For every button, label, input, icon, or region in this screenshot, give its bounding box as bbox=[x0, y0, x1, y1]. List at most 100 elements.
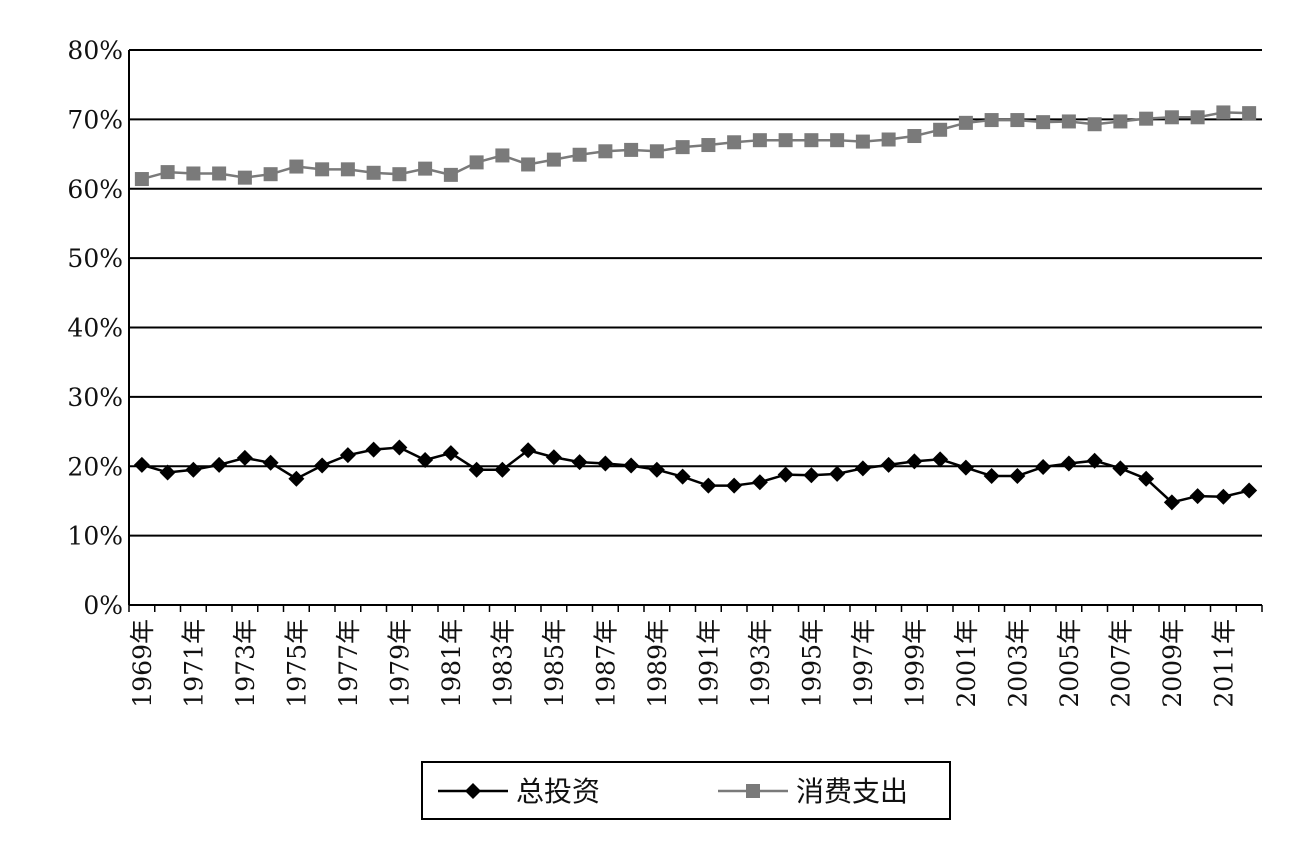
x-tick-label: 1983年 bbox=[488, 619, 517, 708]
x-tick-label: 2001年 bbox=[952, 619, 981, 708]
data-point bbox=[829, 465, 846, 482]
x-tick-label: 1969年 bbox=[128, 619, 157, 708]
data-point bbox=[1242, 106, 1257, 121]
data-point bbox=[494, 461, 511, 478]
data-point bbox=[777, 466, 794, 483]
x-tick-label: 1985年 bbox=[540, 619, 569, 708]
x-tick-label: 1981年 bbox=[437, 619, 466, 708]
data-point bbox=[804, 133, 819, 148]
data-point bbox=[186, 166, 201, 181]
data-point bbox=[727, 135, 742, 150]
x-tick-label: 2007年 bbox=[1106, 619, 1135, 708]
data-point bbox=[443, 167, 458, 182]
data-point bbox=[1061, 114, 1076, 129]
data-point bbox=[289, 159, 304, 174]
data-point bbox=[521, 157, 536, 172]
data-point bbox=[880, 456, 897, 473]
data-point bbox=[1087, 117, 1102, 132]
data-point bbox=[469, 155, 484, 170]
data-point bbox=[236, 449, 253, 466]
data-point bbox=[263, 167, 278, 182]
data-point bbox=[1190, 110, 1205, 125]
y-tick-label: 0% bbox=[83, 591, 123, 620]
data-point bbox=[1241, 482, 1258, 499]
data-point bbox=[598, 144, 613, 159]
data-point bbox=[1112, 460, 1129, 477]
x-axis-ticks: 1969年 1971年 1973年 1975年 1977年 1979年 1981年 1983年… bbox=[128, 619, 1239, 708]
x-tick-label: 2009年 bbox=[1158, 619, 1187, 708]
data-point bbox=[1139, 111, 1154, 126]
data-point bbox=[160, 165, 175, 180]
data-point bbox=[366, 165, 381, 180]
data-point bbox=[984, 113, 999, 128]
data-point bbox=[1113, 114, 1128, 129]
data-point bbox=[854, 460, 871, 477]
data-point bbox=[315, 162, 330, 177]
data-point bbox=[649, 144, 664, 159]
legend-label: 消费支出 bbox=[796, 775, 908, 808]
data-point bbox=[855, 134, 870, 149]
y-tick-label: 30% bbox=[67, 383, 123, 412]
legend-label: 总投资 bbox=[516, 775, 600, 808]
y-tick-label: 10% bbox=[67, 522, 123, 551]
legend: 总投资 消费支出 bbox=[421, 761, 951, 820]
data-point bbox=[1164, 110, 1179, 125]
data-point bbox=[1010, 113, 1025, 128]
data-point bbox=[597, 455, 614, 472]
x-tick-label: 1993年 bbox=[746, 619, 775, 708]
data-point bbox=[932, 451, 949, 468]
data-point bbox=[1215, 488, 1232, 505]
x-tick-label: 1995年 bbox=[797, 619, 826, 708]
x-tick-label: 1999年 bbox=[900, 619, 929, 708]
y-tick-label: 50% bbox=[67, 244, 123, 273]
x-tick-label: 1979年 bbox=[385, 619, 414, 708]
legend-entry: 消费支出 bbox=[718, 775, 908, 808]
data-point bbox=[675, 140, 690, 155]
y-axis-ticks: 0% 10% 20% 30% 40% 50% 60% 70% 80% bbox=[67, 36, 123, 620]
data-point bbox=[674, 468, 691, 485]
data-point bbox=[211, 456, 228, 473]
y-tick-label: 20% bbox=[67, 452, 123, 481]
y-tick-label: 60% bbox=[67, 175, 123, 204]
data-point bbox=[133, 456, 150, 473]
data-point bbox=[545, 449, 562, 466]
data-point bbox=[212, 166, 227, 181]
data-point bbox=[314, 457, 331, 474]
x-tick-label: 2003年 bbox=[1003, 619, 1032, 708]
data-point bbox=[1036, 115, 1051, 130]
data-point bbox=[906, 453, 923, 470]
data-point bbox=[751, 474, 768, 491]
data-point bbox=[571, 454, 588, 471]
data-point bbox=[417, 452, 434, 469]
data-point bbox=[1138, 470, 1155, 487]
data-point bbox=[418, 161, 433, 176]
data-point bbox=[1060, 455, 1077, 472]
data-point bbox=[572, 147, 587, 162]
series-layer bbox=[133, 105, 1258, 511]
grid-lines bbox=[129, 49, 1262, 606]
legend-marker bbox=[465, 783, 481, 799]
y-tick-label: 70% bbox=[67, 105, 123, 134]
legend-entry: 总投资 bbox=[438, 775, 600, 808]
data-point bbox=[752, 133, 767, 148]
data-point bbox=[340, 162, 355, 177]
data-point bbox=[803, 467, 820, 484]
series-line bbox=[141, 111, 1250, 181]
series-0 bbox=[133, 439, 1258, 511]
x-tick-label: 1977年 bbox=[334, 619, 363, 708]
x-tick-label: 1971年 bbox=[179, 619, 208, 708]
data-point bbox=[933, 122, 948, 137]
x-tick-label: 1989年 bbox=[643, 619, 672, 708]
data-point bbox=[1009, 467, 1026, 484]
series-line bbox=[141, 446, 1250, 504]
data-point bbox=[1216, 105, 1231, 120]
series-1 bbox=[134, 105, 1257, 187]
y-tick-label: 40% bbox=[67, 314, 123, 343]
data-point bbox=[700, 477, 717, 494]
data-point bbox=[701, 138, 716, 153]
axes bbox=[128, 50, 1263, 612]
y-tick-label: 80% bbox=[67, 36, 123, 65]
data-point bbox=[392, 167, 407, 182]
data-point bbox=[1086, 452, 1103, 469]
